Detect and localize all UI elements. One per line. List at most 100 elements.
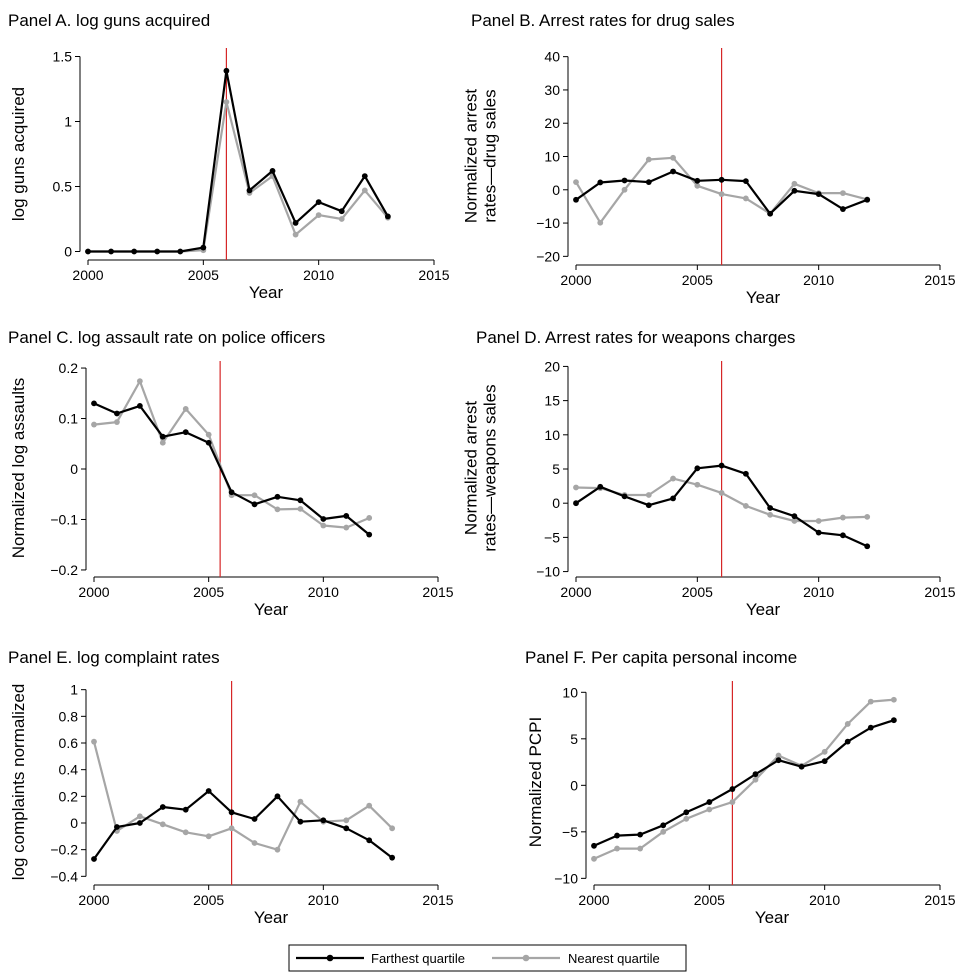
panel-c-point-farthest: [182, 429, 189, 436]
panel-e-point-nearest: [389, 825, 396, 832]
panel-f-point-nearest: [752, 776, 759, 783]
panel-b-y-tick-label: 30: [544, 82, 560, 98]
panel-c-point-farthest: [320, 516, 327, 522]
panel-d-point-farthest: [718, 462, 725, 469]
panel-f-point-farthest: [844, 738, 851, 745]
panel-f-point-nearest: [614, 845, 620, 852]
panel-c-point-nearest: [251, 492, 258, 499]
panel-d-point-nearest: [864, 513, 871, 520]
panel-b-point-nearest: [670, 154, 676, 161]
panel-e-point-nearest: [366, 802, 373, 809]
panel-a-x-tick-label: 2015: [418, 267, 449, 283]
panel-a-point-nearest: [361, 187, 368, 194]
panel-d-point-farthest: [815, 529, 822, 536]
panel-c-x-tick-label: 2010: [308, 584, 339, 600]
panel-e-y-tick-label: 0.8: [59, 708, 79, 724]
panel-b-point-farthest: [815, 191, 822, 198]
panel-f-point-farthest: [798, 763, 805, 770]
panel-a-point-farthest: [338, 208, 345, 215]
panel-c-title: Panel C. log assault rate on police offi…: [8, 328, 325, 347]
panel-b-point-farthest: [621, 177, 628, 184]
panel-b-point-nearest: [791, 180, 798, 187]
panel-d-x-tick-label: 2015: [924, 584, 955, 600]
panel-e-point-nearest: [159, 821, 166, 828]
panel-c-x-tick-label: 2015: [422, 584, 453, 600]
legend-marker-nearest: [522, 954, 530, 962]
panel-c-point-nearest: [136, 378, 143, 385]
panel-d-point-farthest: [621, 493, 628, 500]
panel-f-point-nearest: [706, 806, 713, 813]
panel-c-y-tick-label: 0: [70, 461, 78, 477]
panel-d-point-nearest: [694, 481, 701, 488]
panel-b-point-nearest: [694, 182, 701, 189]
panel-b-point-nearest: [742, 195, 749, 202]
panel-c-y-tick-label: 0.2: [59, 360, 79, 376]
panel-e-point-farthest: [91, 856, 97, 862]
panel-c-y-tick-label: 0.1: [59, 411, 79, 427]
panel-f-point-nearest: [729, 799, 736, 805]
panel-b-point-nearest: [645, 156, 652, 163]
panel-b-y-label: Normalized arrest: [462, 89, 481, 223]
panel-e-point-nearest: [91, 738, 97, 745]
panel-f-y-label: Normalized PCPI: [526, 717, 545, 847]
panel-d-x-tick-label: 2010: [803, 584, 834, 600]
panel-c-point-nearest: [159, 439, 166, 446]
panel-a-y-label: log guns acquired: [9, 87, 28, 221]
panel-d-point-nearest: [573, 484, 579, 491]
panel-a-series-farthest-line: [88, 69, 389, 253]
panel-a-point-farthest: [269, 168, 276, 174]
panel-f-y-tick-label: 10: [562, 684, 578, 700]
panel-b-y-tick-label: 0: [552, 182, 560, 198]
panel-f-point-farthest: [591, 842, 597, 849]
panel-d-point-nearest: [670, 475, 676, 482]
panel-b-point-farthest: [694, 177, 701, 184]
panel-c-point-farthest: [297, 497, 304, 504]
panel-e-point-farthest: [228, 809, 235, 816]
panel-b-y-tick-label: −20: [536, 248, 560, 264]
panel-e-point-farthest: [297, 818, 304, 825]
panel-d-title: Panel D. Arrest rates for weapons charge…: [476, 328, 795, 347]
panel-b-point-nearest: [573, 179, 579, 186]
panel-b-point-farthest: [670, 168, 676, 175]
panel-d-y-tick-label: 5: [552, 461, 560, 477]
panel-d-point-nearest: [718, 490, 725, 496]
panel-d-x-label: Year: [746, 600, 781, 619]
panel-c-point-farthest: [159, 433, 166, 440]
panel-f-y-tick-label: −10: [554, 870, 578, 886]
panel-f-point-farthest: [821, 758, 828, 765]
panel-e-point-farthest: [389, 854, 396, 861]
panel-d-point-farthest: [645, 502, 652, 509]
panel-f-point-farthest: [614, 832, 620, 839]
panel-e-point-nearest: [297, 798, 304, 805]
panel-a-point-farthest: [384, 213, 391, 220]
panel-c-point-farthest: [91, 400, 97, 407]
panel-a-x-tick-label: 2010: [303, 267, 334, 283]
panel-a-point-farthest: [131, 248, 138, 255]
panel-b-x-label: Year: [746, 288, 781, 307]
panel-a-point-farthest: [154, 248, 161, 255]
panel-c: Panel C. log assault rate on police offi…: [8, 328, 454, 619]
panel-a-point-farthest: [177, 248, 184, 255]
panel-c-point-farthest: [114, 410, 120, 417]
panel-c-point-farthest: [343, 513, 350, 519]
panel-e-point-nearest: [343, 817, 350, 824]
panel-c-point-farthest: [228, 489, 235, 496]
panel-a-x-label: Year: [249, 283, 284, 302]
panel-e-point-farthest: [251, 816, 258, 822]
panel-c-y-tick-label: −0.2: [50, 562, 78, 578]
panel-f-y-tick-label: −5: [562, 824, 578, 840]
panel-f: Panel F. Per capita personal income 2000 2…: [525, 648, 956, 927]
panel-a-point-farthest: [85, 248, 91, 255]
panel-b-point-nearest: [621, 186, 628, 193]
panel-d: Panel D. Arrest rates for weapons charge…: [462, 328, 956, 619]
panel-c-point-nearest: [366, 515, 373, 521]
panel-f-x-tick-label: 2010: [809, 892, 840, 908]
panel-a-point-farthest: [292, 220, 299, 226]
legend-label-farthest: Farthest quartile: [371, 951, 465, 966]
panel-b-y-label: rates—drug sales: [481, 89, 500, 222]
panel-e-point-farthest: [343, 825, 350, 832]
panel-f-title: Panel F. Per capita personal income: [525, 648, 797, 667]
panel-f-series-farthest-line: [593, 719, 895, 847]
panel-f-y-tick-label: 0: [570, 777, 578, 793]
